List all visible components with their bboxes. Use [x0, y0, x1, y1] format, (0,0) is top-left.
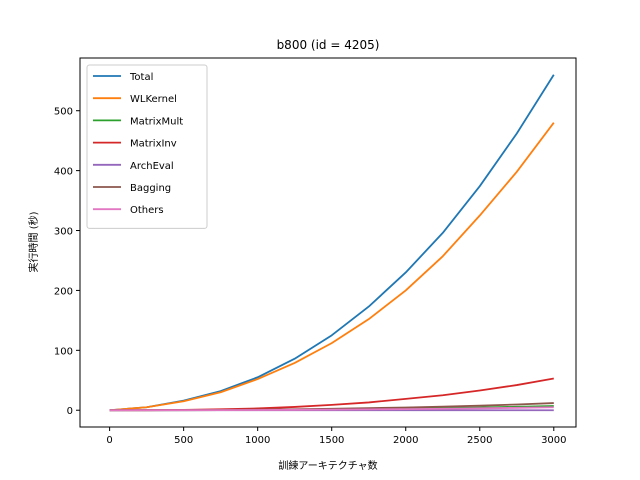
series-layer	[109, 74, 555, 412]
legend-label-total: Total	[129, 72, 153, 83]
legend-label-matrixinv: MatrixInv	[130, 139, 177, 150]
x-tick-label: 500	[174, 435, 193, 446]
axes-frame	[79, 57, 577, 428]
y-tick-label: 300	[54, 227, 73, 238]
series-line-wlkernel	[109, 122, 555, 412]
legend-label-bagging: Bagging	[130, 183, 171, 194]
x-tick-label: 2500	[467, 435, 492, 446]
x-tick-label: 1500	[319, 435, 344, 446]
y-tick-label: 200	[54, 286, 73, 297]
x-tick-label: 0	[106, 435, 112, 446]
series-line-others	[109, 406, 554, 412]
x-tick-label: 2000	[393, 435, 418, 446]
y-tick-label: 500	[54, 107, 73, 118]
x-axis-ticks: 0 500 1000 1500 2000 2500 3000	[106, 427, 567, 446]
x-tick-label: 3000	[541, 435, 566, 446]
legend-label-archeval: ArchEval	[130, 161, 174, 172]
legend-label-wlkernel: WLKernel	[130, 94, 177, 105]
legend: Total WLKernel MatrixMult MatrixInv ArchEval…	[86, 64, 208, 229]
x-axis-label: 訓練アーキテクチャ数	[278, 459, 377, 472]
chart-title: b800 (id = 4205)	[277, 38, 380, 52]
y-tick-label: 100	[54, 346, 73, 357]
y-axis-ticks: 0 100 200 300 400 500	[54, 107, 80, 417]
x-tick-label: 1000	[245, 435, 270, 446]
legend-label-others: Others	[130, 205, 164, 216]
y-axis-label: 実行時間 (秒)	[27, 211, 40, 272]
y-tick-label: 0	[67, 406, 73, 417]
y-tick-label: 400	[54, 167, 73, 178]
legend-label-matrixmult: MatrixMult	[130, 116, 183, 127]
